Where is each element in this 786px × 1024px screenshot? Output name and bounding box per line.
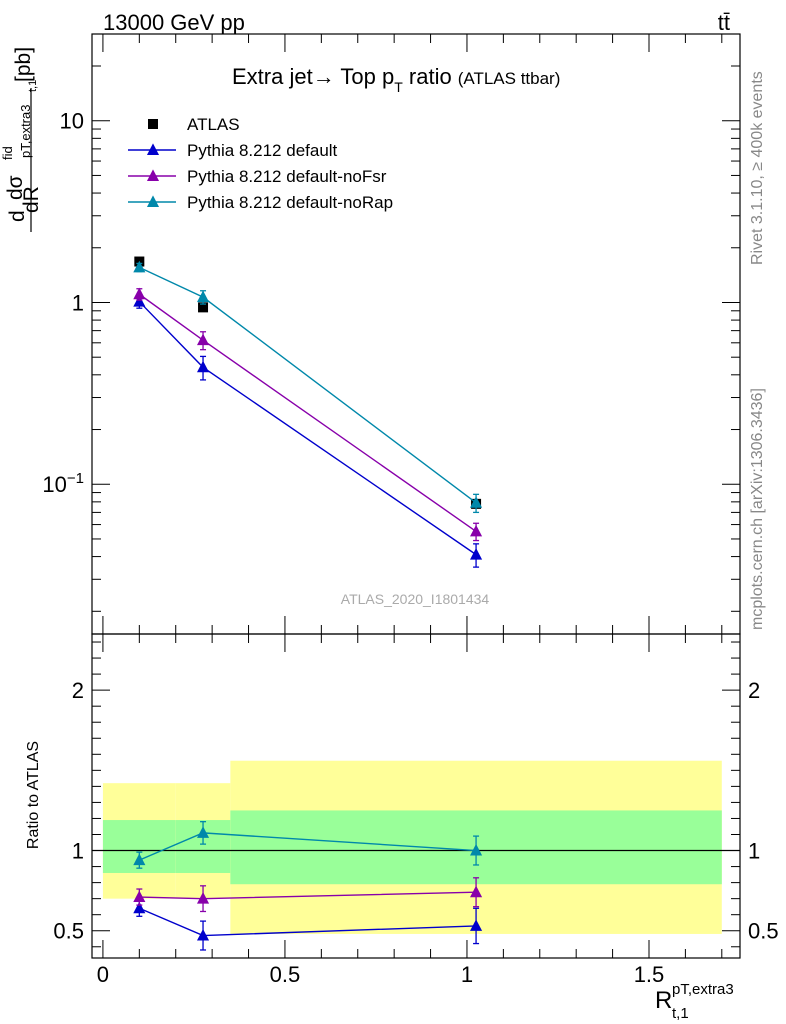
ratio-point-pythia-8-212-default [470,919,483,931]
ratio-point-pythia-8-212-default-norap [133,853,146,866]
data-point-pythia-8-212-default-nofsr [196,333,210,346]
y-tick-label: 10 [60,109,84,134]
x-tick-label: 1.5 [634,962,665,987]
data-point-pythia-8-212-default-norap [196,290,210,303]
legend-label-pythia-8-212-default: Pythia 8.212 default [187,141,338,160]
legend-marker-pythia-8-212-default [146,143,160,155]
series-line-pythia-8-212-default [138,301,477,556]
data-point-pythia-8-212-default-norap [470,496,483,508]
y-label-subscript2: t,1 [27,80,39,92]
ratio-y-tick-label-right: 2 [748,678,760,703]
ratio-point-pythia-8-212-default-nofsr [196,892,210,904]
data-point-pythia-8-212-default-nofsr [470,524,483,537]
analysis-watermark: ATLAS_2020_I1801434 [341,591,490,607]
x-label-subscript: t,1 [672,1005,689,1022]
main-panel: Extra jet→ Top pT ratio (ATLAS ttbar) ATL… [0,33,741,635]
ratio-point-pythia-8-212-default-norap [470,843,483,856]
y-label-fid: fid [0,146,15,160]
ratio-panel: 0.5 0.5 1 1 2 2 0 0.5 1 1.5 Ratio to ATLAS R pT,e… [25,633,779,1022]
y-label-sigma: dσ [4,175,27,200]
x-label-main: R [655,987,672,1014]
rivet-label: Rivet 3.1.10, ≥ 400k events [749,71,766,265]
x-label-superscript: pT,extra3 [672,981,734,998]
y-tick-label: 1 [72,290,84,315]
ratio-point-pythia-8-212-default-norap [196,826,210,838]
data-point-pythia-8-212-default-norap [133,260,146,273]
legend-label-atlas: ATLAS [187,115,240,134]
ratio-plot-frame [91,633,741,959]
y-tick-label: 10−1 [42,470,84,497]
y-label-subscript: pT,extra3 [18,105,33,158]
legend-marker-pythia-8-212-default-nofsr [146,169,160,181]
legend-label-pythia-8-212-default-nofsr: Pythia 8.212 default-noFsr [187,167,387,186]
ratio-point-pythia-8-212-default [133,901,146,914]
legend-marker-pythia-8-212-default-norap [146,195,160,207]
legend-label-pythia-8-212-default-norap: Pythia 8.212 default-noRap [187,193,393,212]
ratio-point-pythia-8-212-default [196,928,210,941]
data-point-atlas [198,302,209,313]
x-tick-label: 1 [461,962,473,987]
ratio-y-tick-label-right: 1 [748,839,760,864]
data-point-pythia-8-212-default [196,360,210,373]
ratio-y-tick-label: 0.5 [53,919,84,944]
series-line-pythia-8-212-default-norap [139,266,477,504]
ratio-y-tick-label: 2 [72,678,84,703]
y-label-d: d [6,210,29,222]
x-tick-label: 0 [97,962,109,987]
series-line-pythia-8-212-default-nofsr [138,293,477,533]
x-axis-label: R pT,extra3 t,1 [655,981,734,1022]
data-point-pythia-8-212-default [133,295,146,307]
x-tick-label: 0.5 [270,962,301,987]
main-y-axis-label: dR d dσ fid pT,extra3 t,1 [pb] [0,47,43,232]
data-point-pythia-8-212-default [470,548,483,560]
process-label: tt̄ [718,10,730,35]
ratio-y-tick-label: 1 [72,839,84,864]
data-point-pythia-8-212-default-nofsr [133,287,146,300]
ratio-y-tick-label-right: 0.5 [748,919,779,944]
legend: ATLAS Pythia 8.212 default Pythia 8.212 de… [128,115,393,212]
mcplots-label: mcplots.cern.ch [arXiv:1306.3436] [749,388,766,630]
ratio-point-pythia-8-212-default-nofsr [133,890,146,902]
y-label-unit: [pb] [12,47,35,82]
plot-title: Extra jet→ Top pT ratio (ATLAS ttbar) [232,64,560,95]
collision-label: 13000 GeV pp [103,10,245,35]
legend-marker-atlas [148,119,158,129]
ratio-y-axis-label: Ratio to ATLAS [25,741,42,849]
ratio-point-pythia-8-212-default-nofsr [470,885,483,898]
